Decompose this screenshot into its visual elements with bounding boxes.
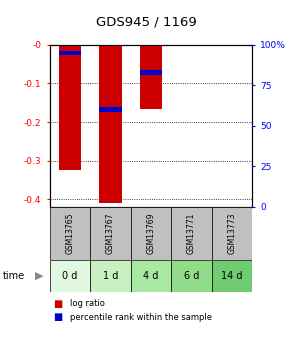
Bar <box>212 207 252 260</box>
Text: GSM13765: GSM13765 <box>66 213 74 255</box>
Bar <box>59 50 81 56</box>
Text: ■: ■ <box>53 299 62 308</box>
Text: time: time <box>3 271 25 281</box>
Text: 4 d: 4 d <box>143 271 159 281</box>
Bar <box>212 260 252 292</box>
Text: 0 d: 0 d <box>62 271 78 281</box>
Bar <box>59 45 81 170</box>
Bar <box>140 70 162 75</box>
Text: ■: ■ <box>53 313 62 322</box>
Bar <box>90 260 131 292</box>
Bar <box>50 207 90 260</box>
Bar <box>140 45 162 109</box>
Text: ▶: ▶ <box>35 271 44 281</box>
Bar <box>99 45 122 203</box>
Bar <box>90 207 131 260</box>
Text: log ratio: log ratio <box>70 299 105 308</box>
Text: 14 d: 14 d <box>221 271 243 281</box>
Text: GSM13771: GSM13771 <box>187 213 196 254</box>
Text: GSM13767: GSM13767 <box>106 213 115 255</box>
Text: GDS945 / 1169: GDS945 / 1169 <box>96 16 197 29</box>
Bar <box>171 207 212 260</box>
Text: GSM13773: GSM13773 <box>227 213 236 255</box>
Text: 6 d: 6 d <box>184 271 199 281</box>
Text: GSM13769: GSM13769 <box>146 213 155 255</box>
Bar <box>50 260 90 292</box>
Text: percentile rank within the sample: percentile rank within the sample <box>70 313 212 322</box>
Bar <box>99 107 122 112</box>
Bar <box>131 260 171 292</box>
Bar <box>171 260 212 292</box>
Text: 1 d: 1 d <box>103 271 118 281</box>
Bar <box>131 207 171 260</box>
